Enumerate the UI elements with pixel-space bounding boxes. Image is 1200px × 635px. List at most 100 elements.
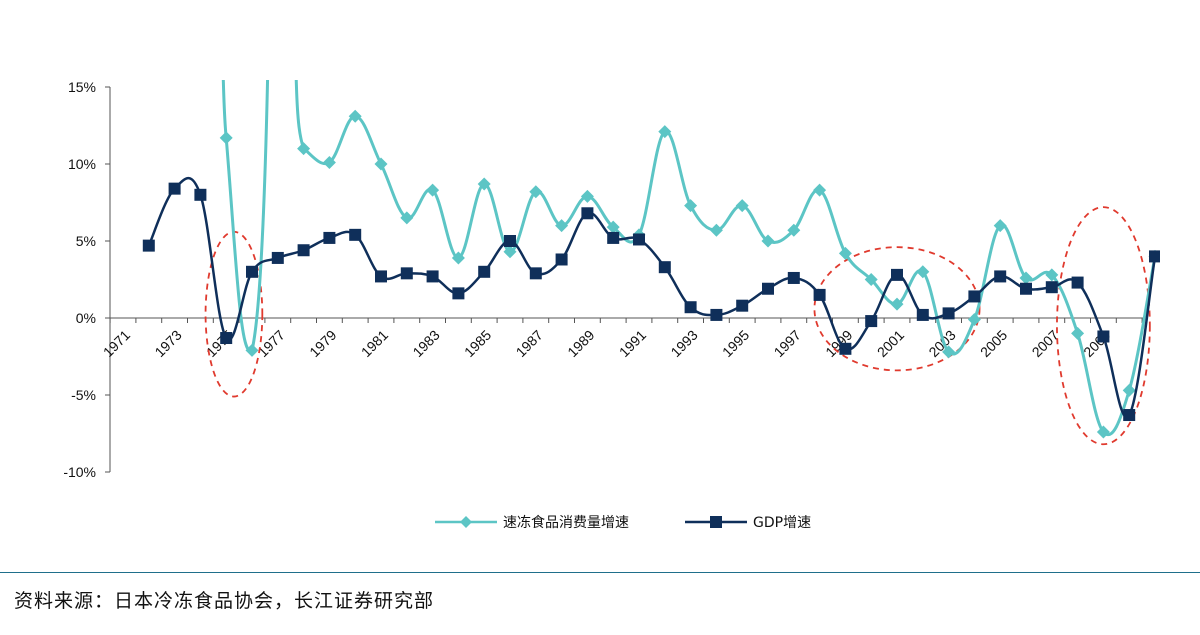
x-tick-label: 2001 — [874, 327, 907, 360]
series-point — [967, 313, 981, 327]
series-point — [736, 299, 749, 312]
series-point — [1045, 268, 1059, 282]
series-point — [684, 199, 698, 213]
x-tick-label: 1987 — [513, 327, 546, 360]
series-point — [451, 251, 465, 265]
series-point — [220, 332, 233, 345]
series-point — [762, 282, 774, 295]
series-point — [839, 342, 852, 355]
highlight-ellipses — [204, 206, 1151, 446]
series-point — [297, 244, 310, 257]
series-point — [1122, 383, 1136, 397]
series-point — [994, 270, 1007, 283]
series-point — [607, 231, 620, 244]
series-point — [477, 177, 491, 191]
series-point — [555, 253, 568, 266]
series-point — [503, 245, 517, 259]
series-point — [838, 246, 852, 260]
x-tick-label: 1981 — [358, 327, 391, 360]
series-point — [581, 207, 594, 220]
series-point — [761, 234, 775, 248]
legend: 速冻食品消费量增速 GDP增速 — [435, 514, 811, 531]
series-point — [709, 223, 723, 237]
y-tick-label: 15% — [68, 79, 96, 95]
x-tick-label: 1983 — [409, 327, 442, 360]
series-point — [684, 301, 697, 314]
series-point — [890, 297, 904, 311]
series-line — [147, 176, 1157, 419]
series-point — [555, 219, 569, 233]
x-tick-label: 1993 — [667, 327, 700, 360]
series-point — [1123, 409, 1136, 422]
footer-divider — [0, 572, 1200, 573]
series-point — [787, 271, 800, 284]
series-point — [245, 343, 259, 357]
x-tick-label: 1971 — [100, 327, 133, 360]
legend-label: GDP增速 — [753, 515, 811, 531]
series-point — [916, 308, 929, 321]
series-point — [529, 267, 542, 280]
legend-marker — [710, 516, 722, 528]
series-point — [865, 315, 878, 328]
series-point — [219, 131, 233, 145]
legend-label: 速冻食品消费量增速 — [503, 514, 629, 531]
series-point — [787, 223, 801, 237]
series-point — [375, 270, 387, 283]
series-point — [374, 157, 388, 171]
series-point — [1020, 282, 1032, 295]
series-point — [658, 261, 671, 274]
x-tick-label: 1979 — [306, 327, 339, 360]
y-tick-label: 10% — [68, 156, 96, 172]
series-point — [1096, 425, 1110, 439]
y-tick-label: -10% — [63, 464, 96, 480]
series-point — [968, 290, 981, 303]
series-point — [891, 268, 903, 281]
series-layer — [142, 80, 1160, 439]
series-point — [735, 199, 749, 213]
x-tick-label: 1997 — [771, 327, 804, 360]
series-point — [297, 142, 311, 156]
x-tick-label: 1985 — [461, 327, 494, 360]
series-point — [504, 235, 516, 247]
source-note: 资料来源：日本冷冻食品协会，长江证券研究部 — [14, 590, 435, 612]
series-point — [1019, 271, 1033, 285]
series-point — [529, 185, 543, 199]
series-point — [916, 265, 930, 279]
series-point — [658, 125, 672, 139]
series-point — [633, 233, 645, 246]
series-point — [864, 273, 878, 286]
series-point — [349, 228, 362, 241]
x-tick-label: 1989 — [564, 327, 597, 360]
series-point — [813, 288, 826, 301]
x-tick-label: 2005 — [977, 327, 1010, 360]
x-tick-label: 1995 — [719, 327, 752, 360]
series-point — [168, 182, 181, 195]
series-point — [271, 251, 284, 264]
series-point — [942, 345, 956, 359]
series-point — [194, 188, 207, 201]
series-point — [323, 231, 336, 244]
series-point — [400, 211, 414, 225]
x-tick-label: 1973 — [151, 327, 184, 360]
series-point — [580, 189, 594, 203]
highlight-ellipse — [1056, 206, 1151, 446]
series-point — [1097, 330, 1110, 343]
series-point — [400, 267, 413, 280]
y-tick-label: 0% — [76, 310, 96, 326]
series-point — [452, 287, 465, 300]
highlight-ellipse — [813, 246, 981, 372]
series-point — [710, 308, 723, 321]
series-point — [426, 183, 440, 197]
series-point — [246, 265, 258, 278]
series-point — [993, 219, 1007, 233]
series-point — [606, 220, 620, 234]
series-point — [1071, 276, 1084, 289]
x-tick-label: 1991 — [616, 327, 649, 360]
series-point — [348, 109, 362, 123]
legend-marker — [460, 516, 472, 528]
series-point — [1071, 326, 1085, 340]
chart: 15%10%5%0%-5%-10%1971 1973 1975 1977 1979 198… — [63, 79, 1160, 531]
series-point — [813, 183, 827, 197]
series-point — [1149, 250, 1160, 263]
series-point — [322, 155, 336, 169]
